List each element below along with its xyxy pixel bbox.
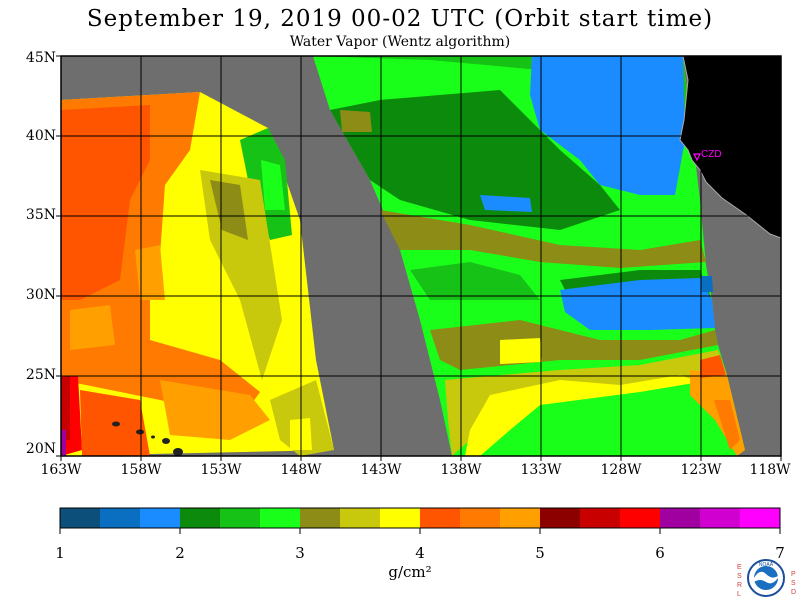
colorbar-swatch [380, 508, 421, 528]
colorbar-swatch [100, 508, 141, 528]
station-label: CZD [701, 149, 722, 160]
lat-label: 30N [25, 287, 56, 303]
logo-left-letter: L [737, 591, 741, 598]
page-subtitle: Water Vapor (Wentz algorithm) [289, 34, 511, 50]
colorbar-swatch [300, 508, 341, 528]
lat-label: 45N [25, 50, 56, 66]
colorbar-swatch [660, 508, 701, 528]
colorbar-swatch [60, 508, 101, 528]
colorbar-tick-label: 6 [655, 544, 665, 562]
lat-label: 25N [25, 367, 56, 383]
colorbar [60, 508, 781, 528]
west-swath [61, 92, 334, 456]
colorbar-units-label: g/cm² [388, 563, 432, 581]
lat-label: 35N [25, 207, 56, 223]
colorbar-swatch [620, 508, 661, 528]
lat-label: 20N [25, 441, 56, 457]
logo-right-letter: S [791, 580, 796, 587]
colorbar-swatch [740, 508, 781, 528]
lat-label: 40N [25, 128, 56, 144]
lon-label: 128W [600, 462, 642, 478]
colorbar-swatch [180, 508, 221, 528]
noaa-logo: E S R L P S D NOAA [737, 559, 796, 598]
colorbar-swatch [580, 508, 621, 528]
lon-label: 153W [200, 462, 242, 478]
lon-label: 163W [40, 462, 82, 478]
colorbar-tick-label: 5 [535, 544, 545, 562]
colorbar-tick-label: 1 [55, 544, 65, 562]
colorbar-swatch [140, 508, 181, 528]
colorbar-swatch [220, 508, 261, 528]
lon-label: 118W [749, 462, 791, 478]
logo-right-letter: D [791, 589, 796, 596]
colorbar-swatch [460, 508, 501, 528]
logo-left-letter: E [737, 564, 742, 571]
logo-left-letter: R [737, 582, 742, 589]
logo-right-letter: P [791, 571, 796, 578]
colorbar-tick-label: 4 [415, 544, 425, 562]
page-title: September 19, 2019 00-02 UTC (Orbit star… [86, 6, 714, 32]
colorbar-swatch [500, 508, 541, 528]
colorbar-swatch [540, 508, 581, 528]
hawaii-islands [112, 421, 183, 456]
lon-label: 133W [520, 462, 562, 478]
colorbar-tick-label: 3 [295, 544, 305, 562]
logo-left-letter: S [737, 573, 742, 580]
colorbar-tick-label: 7 [775, 544, 785, 562]
station-marker [693, 153, 701, 162]
lon-label: 148W [280, 462, 322, 478]
colorbar-swatch [260, 508, 301, 528]
land [680, 56, 781, 238]
lon-label: 138W [440, 462, 482, 478]
colorbar-tick-label: 2 [175, 544, 185, 562]
colorbar-swatch [340, 508, 381, 528]
colorbar-swatch [700, 508, 741, 528]
lon-label: 158W [120, 462, 162, 478]
logo-center-text: NOAA [759, 562, 774, 568]
colorbar-swatch [420, 508, 461, 528]
lon-label: 123W [680, 462, 722, 478]
graticule [61, 56, 781, 456]
lon-label: 143W [360, 462, 402, 478]
